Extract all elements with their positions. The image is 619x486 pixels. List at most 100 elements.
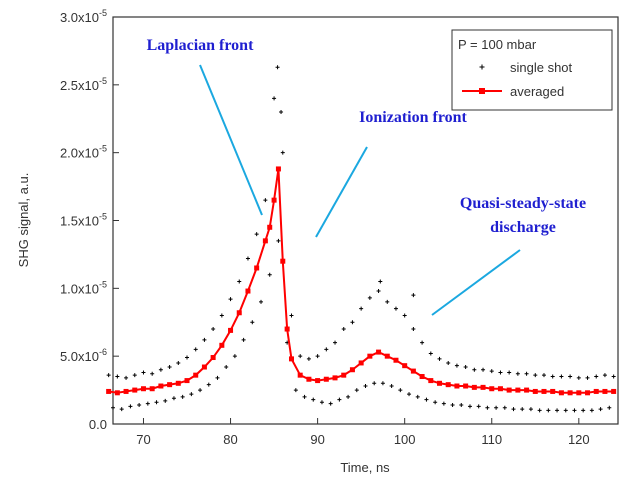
averaged-point	[193, 372, 199, 378]
single-shot-point	[589, 408, 594, 413]
x-tick-label: 110	[481, 432, 502, 447]
averaged-point	[419, 374, 425, 380]
single-shot-point	[555, 408, 560, 413]
single-shot-point	[546, 408, 551, 413]
averaged-point	[332, 375, 338, 381]
single-shot-point	[607, 405, 612, 410]
single-shot-point	[528, 407, 533, 412]
single-shot-point	[189, 392, 194, 397]
single-shot-point	[167, 365, 172, 370]
single-shot-point	[254, 232, 259, 237]
y-tick-label: 3.0x10-5	[60, 8, 107, 25]
legend-label: averaged	[510, 84, 564, 99]
single-shot-point	[211, 327, 216, 332]
single-shot-point	[198, 388, 203, 393]
single-shot-point	[176, 360, 181, 365]
single-shot-point	[385, 299, 390, 304]
single-shot-point	[154, 400, 159, 405]
averaged-point	[437, 380, 443, 386]
y-tick-label: 5.0x10-6	[60, 347, 107, 364]
single-shot-point	[359, 306, 364, 311]
single-shot-point	[393, 306, 398, 311]
single-shot-point	[572, 408, 577, 413]
averaged-point	[497, 386, 503, 392]
single-shot-point	[476, 404, 481, 409]
averaged-point	[463, 383, 469, 389]
single-shot-point	[581, 408, 586, 413]
averaged-point	[158, 383, 164, 389]
single-shot-point	[302, 394, 307, 399]
y-tick-label: 2.0x10-5	[60, 144, 107, 161]
single-shot-point	[263, 198, 268, 203]
single-shot-point	[293, 388, 298, 393]
averaged-point	[323, 376, 329, 382]
y-tick-label-exponent: -5	[99, 76, 107, 86]
legend-title: P = 100 mbar	[458, 37, 537, 52]
single-shot-point	[158, 367, 163, 372]
averaged-point	[576, 390, 582, 396]
single-shot-point	[424, 397, 429, 402]
single-shot-point	[267, 272, 272, 277]
averaged-point	[236, 310, 242, 316]
annotation-arrow	[431, 249, 521, 316]
annotation: Laplacian front	[147, 37, 255, 54]
single-shot-point	[324, 347, 329, 352]
single-shot-point	[346, 394, 351, 399]
averaged-point	[210, 355, 216, 361]
averaged-point	[585, 390, 591, 396]
annotation-arrow	[315, 146, 368, 238]
single-shot-point	[428, 351, 433, 356]
single-shot-point	[407, 392, 412, 397]
single-shot-point	[232, 354, 237, 359]
single-shot-point	[498, 370, 503, 375]
single-shot-point	[145, 401, 150, 406]
y-tick-label-mantissa: 2.5x10	[60, 78, 99, 93]
averaged-point	[358, 360, 364, 366]
y-tick-label: 0.0	[89, 417, 107, 432]
single-shot-point	[306, 356, 311, 361]
single-shot-point	[378, 279, 383, 284]
single-shot-point	[454, 363, 459, 368]
single-shot-point	[275, 65, 280, 70]
single-shot-point	[463, 365, 468, 370]
single-shot-point	[602, 373, 607, 378]
single-shot-point	[594, 374, 599, 379]
legend-symbol	[479, 64, 485, 70]
single-shot-point	[298, 354, 303, 359]
averaged-point	[489, 386, 495, 392]
legend-symbol	[479, 88, 485, 94]
averaged-point	[506, 387, 512, 393]
single-shot-point	[467, 404, 472, 409]
single-shot-point	[494, 405, 499, 410]
single-shot-point	[319, 400, 324, 405]
averaged-point	[524, 387, 530, 393]
averaged-point	[384, 353, 390, 359]
single-shot-point	[411, 293, 416, 298]
single-shot-point	[550, 374, 555, 379]
single-shot-point	[507, 370, 512, 375]
y-tick-label-mantissa: 2.0x10	[60, 146, 99, 161]
averaged-point	[288, 356, 294, 362]
single-shot-point	[559, 374, 564, 379]
y-tick-label-mantissa: 3.0x10	[60, 10, 99, 25]
single-shot-point	[489, 369, 494, 374]
y-tick-label: 1.0x10-5	[60, 279, 107, 296]
single-shot-point	[228, 297, 233, 302]
x-tick-label: 80	[223, 432, 237, 447]
legend-box	[451, 29, 613, 111]
averaged-point	[271, 197, 277, 203]
single-shot-point	[433, 400, 438, 405]
single-shot-point	[533, 373, 538, 378]
y-tick-label-exponent: -5	[99, 279, 107, 289]
averaged-point	[376, 349, 382, 355]
single-shot-point	[315, 354, 320, 359]
averaged-point	[445, 382, 451, 388]
single-shot-point	[450, 403, 455, 408]
single-shot-point	[171, 396, 176, 401]
single-shot-point	[124, 375, 129, 380]
single-shot-point	[224, 365, 229, 370]
x-tick-label: 120	[568, 432, 590, 447]
single-shot-point	[341, 327, 346, 332]
y-tick-label-mantissa: 0.0	[89, 417, 107, 432]
